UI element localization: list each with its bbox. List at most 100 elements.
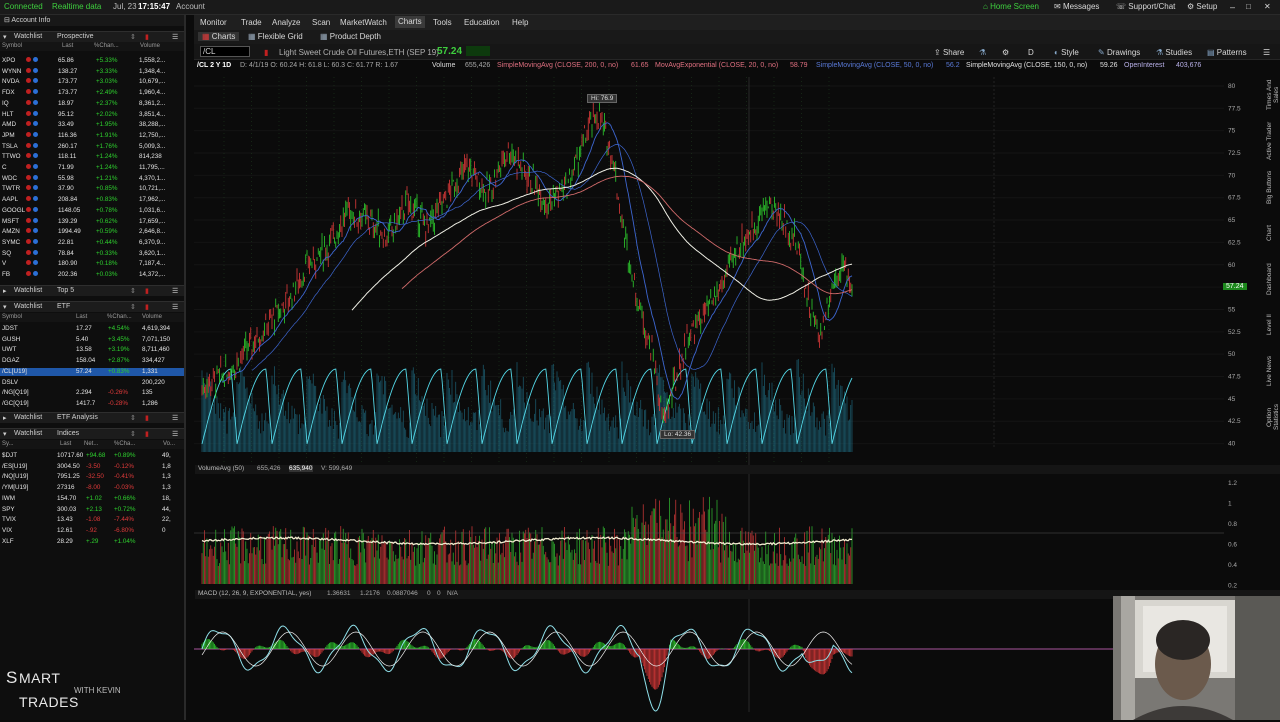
col-volume[interactable]: Volume [142,314,163,320]
sidebar-tab[interactable]: Active Trader [1266,121,1273,161]
watchlist-row[interactable]: GUSH 5.40 +3.45% 7,071,150 [0,336,184,344]
watchlist-row[interactable]: TTWO 118.11 +1.24% 814,238 [0,153,184,161]
menu-education[interactable]: Education [464,18,500,27]
watchlist-row[interactable]: UWT 13.58 +3.19% 8,711,460 [0,346,184,354]
watchlist-name-dropdown[interactable]: ETF [57,303,71,310]
watchlist-row[interactable]: DGAZ 158.04 +2.87% 334,427 [0,357,184,365]
menu-scan[interactable]: Scan [312,18,331,27]
col-last[interactable]: Last [60,441,72,447]
col-symbol[interactable]: Symbol [2,314,23,320]
menu-tools[interactable]: Tools [433,18,452,27]
subtab-product-depth[interactable]: ▦ Product Depth [320,32,381,41]
window-maximize-icon[interactable]: □ [1246,2,1251,11]
watchlist-row[interactable]: MSFT 139.29 +0.62% 17,659,... [0,217,184,226]
watchlist-row[interactable]: WDC 55.98 +1.21% 4,370,1... [0,174,184,183]
macd-study-label[interactable]: MACD (12, 26, 9, EXPONENTIAL, yes) [198,590,312,597]
watchlist-name-dropdown[interactable]: ETF Analysis [57,414,98,421]
link-icon[interactable]: ▮ [264,48,269,57]
volume-label[interactable]: Volume [432,62,456,69]
col-symbol[interactable]: Sy... [2,441,14,447]
link-icon[interactable]: ▮ [145,415,149,422]
menu-help[interactable]: Help [512,18,529,27]
sma200-label[interactable]: SimpleMovingAvg (CLOSE, 200, 0, no) [497,62,619,69]
home-screen-link[interactable]: ⌂ Home Screen [983,2,1039,11]
watchlist-row[interactable]: NVDA 173.77 +3.03% 10,679,... [0,78,184,86]
sort-icon[interactable]: ⇕ [130,34,136,41]
sort-icon[interactable]: ⇕ [130,288,136,295]
collapse-icon[interactable]: ▾ [3,304,7,311]
watchlist-row[interactable]: SQ 78.84 +0.33% 3,620,1... [0,249,184,258]
menu-icon[interactable]: ☰ [172,34,179,41]
watchlist-top5-header[interactable]: ▸ Watchlist Top 5 ⇕ ▮ ☰ [0,285,184,296]
window-minimize-icon[interactable]: – [1230,2,1236,12]
col-volume[interactable]: Vo... [163,441,176,447]
watchlist-row[interactable]: TWTR 37.90 +0.85% 10,721,... [0,185,184,193]
watchlist-name-dropdown[interactable]: Prospective [57,33,94,40]
chart-period[interactable]: /CL 2 Y 1D [197,62,232,69]
settings-icon[interactable]: ⚙ [1002,48,1010,57]
menu-analyze[interactable]: Analyze [272,18,301,27]
watchlist-row[interactable]: FDX 173.77 +2.49% 1,960,4... [0,89,184,97]
subtab-charts[interactable]: ▦ Charts [198,32,240,41]
col-symbol[interactable]: Symbol [2,43,23,49]
watchlist-row[interactable]: IQ 18.97 +2.37% 8,361,2... [0,99,184,108]
sma50-label[interactable]: SimpleMovingAvg (CLOSE, 50, 0, no) [816,62,934,69]
collapse-icon[interactable]: ▾ [3,34,7,41]
chart-area[interactable]: 8077.57572.57067.56562.56057.55552.55047… [194,72,1280,720]
sort-icon[interactable]: ⇕ [130,304,136,311]
flask-icon[interactable]: ⚗ [979,48,987,57]
sidebar-tab[interactable]: Big Buttons [1266,170,1273,204]
collapse-icon[interactable]: ▸ [3,415,7,422]
watchlist-row[interactable]: DSLV 200,220 [0,379,184,387]
sort-icon[interactable]: ⇕ [130,415,136,422]
watchlist-row[interactable]: /GC[Q19] 1417.7 -0.28% 1,286 [0,400,184,408]
watchlist-row[interactable]: XLF 28.29 +.29 +1.04% [0,538,184,546]
window-close-icon[interactable]: ✕ [1264,2,1271,11]
collapse-icon[interactable]: ▸ [3,288,7,295]
sidebar-tab[interactable]: Chart [1266,225,1273,241]
sidebar-tab[interactable]: Dashboard [1266,263,1273,295]
link-icon[interactable]: ▮ [145,431,149,438]
col-volume[interactable]: Volume [140,43,161,49]
watchlist-row[interactable]: FB 202.36 +0.03% 14,372,... [0,271,184,279]
menu-icon[interactable]: ☰ [172,415,179,422]
watchlist-row[interactable]: JDST 17.27 +4.54% 4,619,394 [0,325,184,333]
watchlist-row[interactable]: /ES[U19] 3004.50 -3.50 -0.12% 1,8 [0,463,184,471]
watchlist-indices-header[interactable]: ▾ Watchlist Indices ⇕ ▮ ☰ [0,428,184,439]
link-icon[interactable]: ▮ [145,34,149,41]
watchlist-row[interactable]: WYNN 138.27 +3.33% 1,348,4... [0,67,184,76]
watchlist-row[interactable]: VIX 12.61 -.92 -6.80% 0 [0,527,184,535]
sma150-label[interactable]: SimpleMovingAvg (CLOSE, 150, 0, no) [966,62,1088,69]
menu-monitor[interactable]: Monitor [200,18,227,27]
watchlist-row[interactable]: JPM 116.36 +1.91% 12,750,... [0,131,184,140]
watchlist-etf-analysis-header[interactable]: ▸ Watchlist ETF Analysis ⇕ ▮ ☰ [0,412,184,423]
watchlist-row[interactable]: V 180.90 +0.18% 7,187,4... [0,260,184,268]
aggregation-button[interactable]: D [1028,48,1034,57]
watchlist-prospective-header[interactable]: ▾ Watchlist Prospective ⇕ ▮ ☰ [0,31,184,42]
menu-icon[interactable]: ☰ [172,288,179,295]
studies-button[interactable]: ⚗ Studies [1156,48,1193,57]
chart-canvas[interactable]: 8077.57572.57067.56562.56057.55552.55047… [194,72,1280,720]
account-info-header[interactable]: ⊟ Account Info [0,15,184,26]
watchlist-row[interactable]: TSLA 260.17 +1.76% 5,009,3... [0,142,184,151]
col-last[interactable]: Last [62,43,74,49]
openinterest-label[interactable]: OpenInterest [1124,62,1165,69]
volume-study-label[interactable]: VolumeAvg (50) [198,465,245,472]
watchlist-row[interactable]: C 71.99 +1.24% 11,795,... [0,164,184,172]
watchlist-row[interactable]: SYMC 22.81 +0.44% 6,370,9... [0,238,184,247]
messages-link[interactable]: ✉ Messages [1054,2,1100,11]
sidebar-tab[interactable]: Times And Sales [1266,79,1280,111]
symbol-input[interactable]: /CL [200,46,250,57]
watchlist-row[interactable]: AMD 33.49 +1.95% 38,288,... [0,121,184,129]
watchlist-row[interactable]: IWM 154.70 +1.02 +0.66% 18, [0,495,184,503]
sidebar-tab[interactable]: Option Statistics [1266,404,1280,431]
watchlist-row[interactable]: /CL[U19] 57.24 +0.83% 1,331 [0,367,184,376]
subtab-flexible-grid[interactable]: ▦ Flexible Grid [248,32,303,41]
watchlist-row[interactable]: GOOGL 1148.05 +0.78% 1,031,6... [0,206,184,215]
col-change[interactable]: %Chan... [107,314,132,320]
sidebar-tab[interactable]: Level II [1266,314,1273,336]
sidebar-tab[interactable]: Live News [1266,356,1273,386]
style-button[interactable]: ◐ Style [1054,48,1079,57]
watchlist-row[interactable]: XPO 65.86 +5.33% 1,558,2... [0,57,184,65]
menu-icon[interactable]: ☰ [172,304,179,311]
